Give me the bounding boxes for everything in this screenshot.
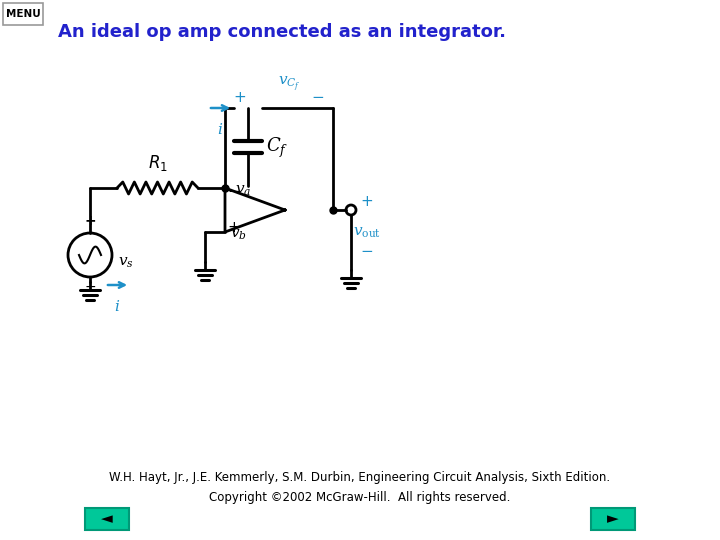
Text: $v_{\rm out}$: $v_{\rm out}$ <box>353 225 381 240</box>
Text: $v_b$: $v_b$ <box>230 226 247 241</box>
Text: $i$: $i$ <box>217 122 223 137</box>
Text: ►: ► <box>607 511 619 526</box>
Text: +: + <box>233 91 246 105</box>
FancyBboxPatch shape <box>591 508 635 530</box>
Text: +: + <box>228 220 240 235</box>
Text: −: − <box>84 280 96 294</box>
Text: $v_{C_f}$: $v_{C_f}$ <box>278 75 300 93</box>
Text: −: − <box>312 91 325 105</box>
Text: −: − <box>361 245 374 260</box>
Text: An ideal op amp connected as an integrator.: An ideal op amp connected as an integrat… <box>58 23 506 41</box>
Text: W.H. Hayt, Jr., J.E. Kemmerly, S.M. Durbin, Engineering Circuit Analysis, Sixth : W.H. Hayt, Jr., J.E. Kemmerly, S.M. Durb… <box>109 471 611 484</box>
Text: +: + <box>84 214 96 228</box>
Text: Copyright ©2002 McGraw-Hill.  All rights reserved.: Copyright ©2002 McGraw-Hill. All rights … <box>210 491 510 504</box>
Text: $v_s$: $v_s$ <box>118 255 134 271</box>
Text: $R_1$: $R_1$ <box>148 153 168 173</box>
Text: MENU: MENU <box>6 9 40 19</box>
FancyBboxPatch shape <box>85 508 129 530</box>
Text: ◄: ◄ <box>101 511 113 526</box>
FancyBboxPatch shape <box>3 3 43 25</box>
Text: −: − <box>228 185 240 199</box>
Text: +: + <box>361 194 374 210</box>
Text: $v_a$: $v_a$ <box>235 183 251 198</box>
Text: $C_f$: $C_f$ <box>266 136 288 160</box>
Text: $i$: $i$ <box>114 299 120 314</box>
